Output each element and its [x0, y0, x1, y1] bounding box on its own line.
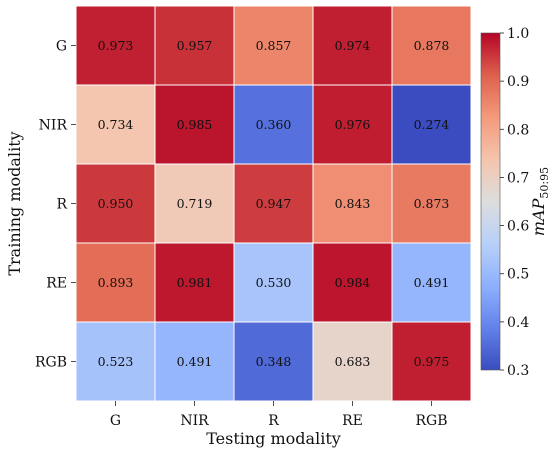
cell-value-label: 0.523	[98, 354, 134, 369]
cell-value-label: 0.947	[256, 196, 292, 211]
heatmap-cell-r-r	[233, 163, 314, 244]
cell-value-label: 0.683	[335, 354, 371, 369]
heatmap-cell-nir-r	[233, 84, 314, 165]
colorbar-tick-label: 0.9	[507, 74, 529, 90]
cell-value-label: 0.878	[414, 38, 450, 53]
heatmap-cell-g-r	[233, 5, 314, 86]
cell-value-label: 0.873	[414, 196, 450, 211]
heatmap-cell-rgb-r	[233, 321, 314, 402]
heatmap-cell-re-nir	[154, 242, 235, 323]
colorbar-title-subscript: 50:95	[538, 167, 550, 199]
x-tick-label: G	[110, 413, 121, 429]
cell-value-label: 0.348	[256, 354, 292, 369]
cell-value-label: 0.491	[414, 275, 450, 290]
cell-value-label: 0.973	[98, 38, 134, 53]
heatmap-cell-g-g	[75, 5, 156, 86]
x-tick-labels: G NIR R RE RGB	[110, 401, 448, 429]
cell-value-label: 0.274	[414, 117, 450, 132]
heatmap-cell-g-re	[312, 5, 393, 86]
colorbar-tick-label: 0.5	[507, 267, 529, 283]
cell-value-label: 0.985	[177, 117, 213, 132]
y-tick-label: RE	[46, 276, 67, 292]
heatmap-cell-r-nir	[154, 163, 235, 244]
heatmap-cell-re-re	[312, 242, 393, 323]
colorbar-tick-label: 0.7	[507, 170, 529, 186]
y-tick-label: NIR	[39, 118, 68, 134]
heatmap-cell-rgb-rgb	[391, 321, 472, 402]
cell-value-label: 0.957	[177, 38, 213, 53]
cell-value-label: 0.491	[177, 354, 213, 369]
cell-value-label: 0.360	[256, 117, 292, 132]
x-tick-label: NIR	[180, 413, 209, 429]
colorbar-ticks: 0.3 0.4 0.5 0.6 0.7 0.8 0.9 1.0	[500, 26, 529, 379]
colorbar	[480, 32, 501, 371]
cell-value-label: 0.975	[414, 354, 450, 369]
heatmap-cell-r-re	[312, 163, 393, 244]
heatmap-cell-nir-g	[75, 84, 156, 165]
y-tick-label: RGB	[35, 355, 67, 371]
x-tick-label: R	[268, 413, 279, 429]
y-tick-label: R	[56, 197, 67, 213]
cell-value-label: 0.976	[335, 117, 371, 132]
cell-value-label: 0.843	[335, 196, 371, 211]
y-tick-label: G	[56, 39, 67, 55]
heatmap-cell-g-rgb	[391, 5, 472, 86]
heatmap-cells: 0.973 0.957 0.857 0.974 0.878 0.734 0.985 0.360…	[75, 5, 472, 402]
heatmap-cell-rgb-nir	[154, 321, 235, 402]
heatmap-cell-re-r	[233, 242, 314, 323]
colorbar-tick-label: 1.0	[507, 26, 529, 42]
heatmap-cell-re-rgb	[391, 242, 472, 323]
y-axis-title: Training modality	[5, 131, 24, 275]
heatmap-cell-g-nir	[154, 5, 235, 86]
x-tick-label: RE	[342, 413, 363, 429]
cell-value-label: 0.857	[256, 38, 292, 53]
x-axis-title: Testing modality	[206, 429, 341, 448]
cell-value-label: 0.981	[177, 275, 213, 290]
colorbar-tick-label: 0.8	[507, 122, 529, 138]
cell-value-label: 0.530	[256, 275, 292, 290]
cell-value-label: 0.974	[335, 38, 371, 53]
cell-value-label: 0.719	[177, 196, 213, 211]
colorbar-title-main: mAP	[529, 198, 548, 236]
y-tick-labels: G NIR R RE RGB	[35, 39, 76, 371]
heatmap-cell-r-rgb	[391, 163, 472, 244]
colorbar-tick-label: 0.4	[507, 315, 529, 331]
heatmap-cell-rgb-g	[75, 321, 156, 402]
cell-value-label: 0.984	[335, 275, 371, 290]
heatmap-cell-nir-rgb	[391, 84, 472, 165]
cell-value-label: 0.734	[98, 117, 134, 132]
x-tick-label: RGB	[415, 413, 447, 429]
colorbar-title: mAP50:95	[529, 167, 550, 236]
cell-value-label: 0.893	[98, 275, 134, 290]
cell-value-label: 0.950	[98, 196, 134, 211]
colorbar-tick-label: 0.6	[507, 219, 529, 235]
colorbar-tick-label: 0.3	[507, 363, 529, 379]
